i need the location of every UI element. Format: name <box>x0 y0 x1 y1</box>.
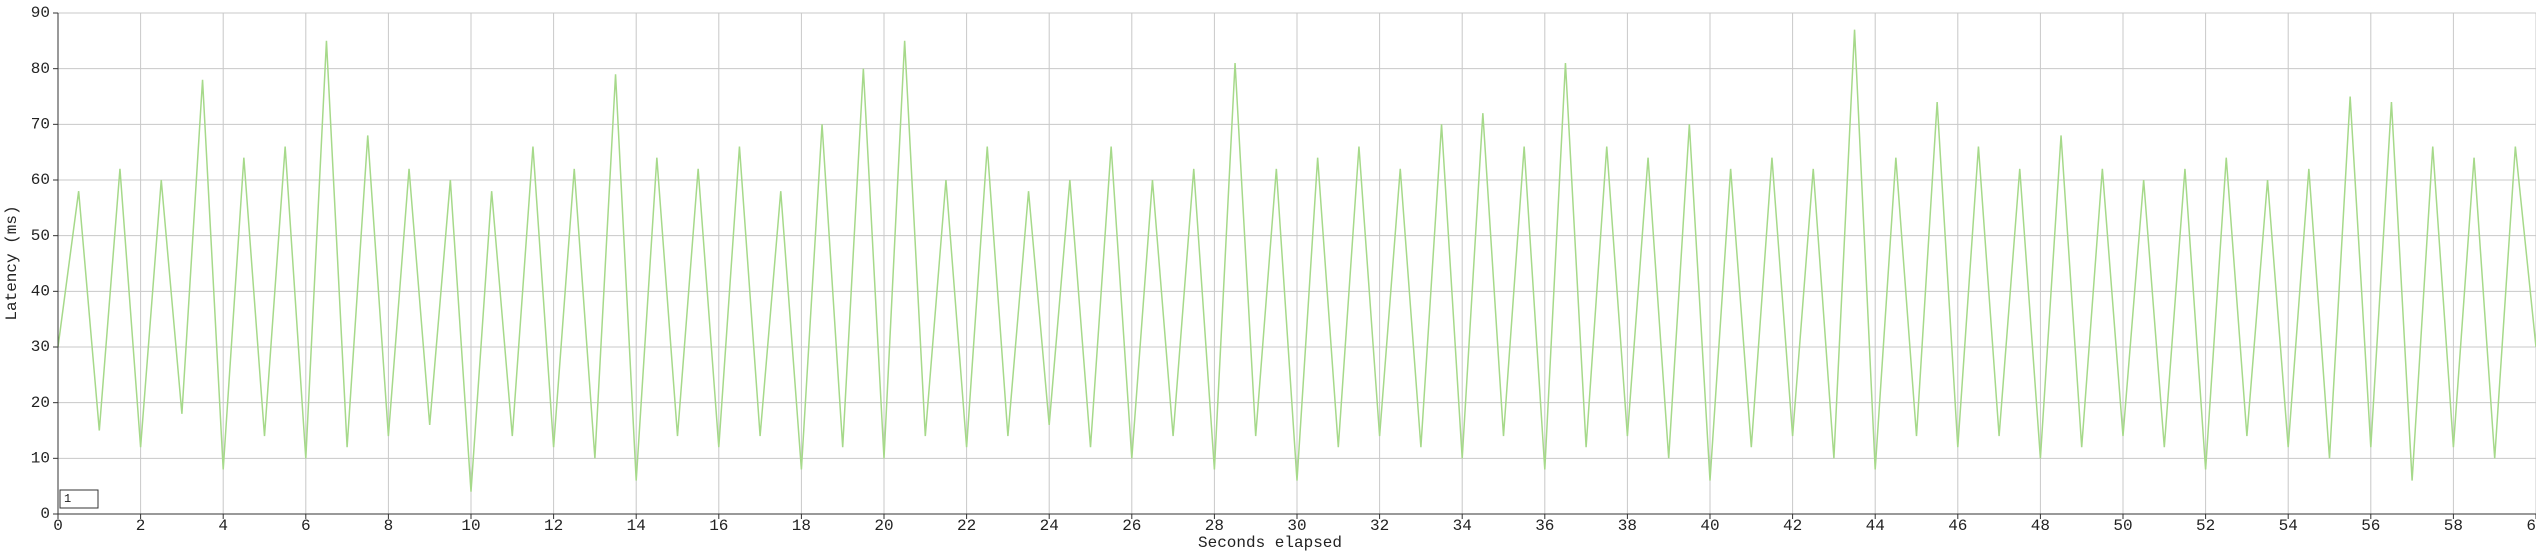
x-axis-label: Seconds elapsed <box>1198 534 1342 552</box>
x-tick-label: 18 <box>792 517 811 535</box>
x-tick-label: 4 <box>218 517 228 535</box>
x-tick-label: 52 <box>2196 517 2215 535</box>
x-tick-label: 36 <box>1535 517 1554 535</box>
x-tick-label: 6 <box>301 517 311 535</box>
x-tick-label: 58 <box>2444 517 2463 535</box>
x-tick-label: 22 <box>957 517 976 535</box>
y-tick-label: 20 <box>31 394 50 412</box>
x-tick-label: 38 <box>1618 517 1637 535</box>
y-tick-label: 10 <box>31 450 50 468</box>
legend-label: 1 <box>64 492 71 506</box>
x-tick-label: 54 <box>2279 517 2298 535</box>
x-tick-label: 26 <box>1122 517 1141 535</box>
x-tick-label: 16 <box>709 517 728 535</box>
x-tick-label: 20 <box>874 517 893 535</box>
legend-box <box>59 489 99 509</box>
x-tick-label: 46 <box>1948 517 1967 535</box>
x-tick-label: 8 <box>384 517 394 535</box>
x-tick-label: 40 <box>1700 517 1719 535</box>
y-tick-label: 70 <box>31 116 50 134</box>
y-tick-label: 40 <box>31 283 50 301</box>
x-tick-label: 60 <box>2526 517 2536 535</box>
x-tick-label: 10 <box>461 517 480 535</box>
y-axis-label: Latency (ms) <box>3 205 21 320</box>
x-tick-label: 56 <box>2361 517 2380 535</box>
x-tick-label: 0 <box>53 517 63 535</box>
x-tick-label: 30 <box>1287 517 1306 535</box>
x-tick-label: 32 <box>1370 517 1389 535</box>
x-tick-label: 14 <box>627 517 646 535</box>
y-tick-label: 0 <box>40 505 50 523</box>
x-tick-label: 2 <box>136 517 146 535</box>
x-tick-label: 44 <box>1866 517 1885 535</box>
x-tick-label: 24 <box>1040 517 1059 535</box>
x-tick-label: 12 <box>544 517 563 535</box>
x-tick-label: 42 <box>1783 517 1802 535</box>
series-line <box>57 29 2536 492</box>
y-tick-label: 50 <box>31 227 50 245</box>
y-tick-label: 80 <box>31 60 50 78</box>
x-tick-label: 48 <box>2031 517 2050 535</box>
y-tick-label: 60 <box>31 171 50 189</box>
y-tick-label: 30 <box>31 338 50 356</box>
x-tick-label: 50 <box>2113 517 2132 535</box>
x-tick-label: 28 <box>1205 517 1224 535</box>
x-tick-label: 34 <box>1453 517 1472 535</box>
y-tick-label: 90 <box>31 4 50 22</box>
